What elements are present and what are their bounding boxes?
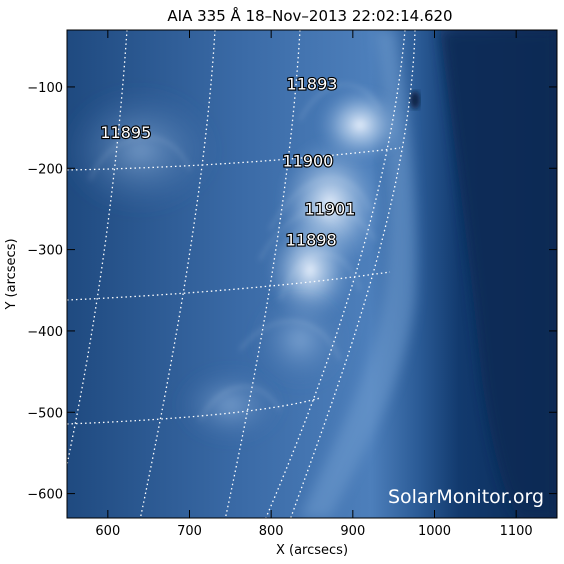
active-region-label: 11895 [100, 123, 151, 142]
active-region-labels: 11893 11895 11900 11901 11898 [99, 73, 356, 250]
x-tick-label: 600 [95, 524, 120, 539]
watermark: SolarMonitor.org [388, 486, 544, 508]
active-region-label: 11900 [282, 152, 333, 171]
active-region-label: 11898 [286, 231, 337, 250]
x-tick-label: 700 [177, 524, 202, 539]
diffuse-glow [250, 290, 350, 390]
y-tick-label: −400 [27, 325, 63, 340]
plot-frame [66, 29, 558, 519]
active-region-label: 11901 [305, 200, 356, 219]
bright-core [315, 85, 405, 165]
grid-latitude-line [67, 271, 391, 301]
limb-glow [300, 30, 417, 518]
x-axis: 600 700 800 900 1000 1100 [95, 30, 533, 539]
off-limb-region [440, 30, 557, 518]
x-axis-label: X (arcsecs) [276, 543, 348, 558]
diffuse-glow [175, 365, 285, 445]
image-title: AIA 335 Å 18–Nov–2013 22:02:14.620 [167, 6, 452, 25]
grid-longitude-line [139, 30, 216, 518]
y-axis: −100 −200 −300 −400 −500 −600 [27, 81, 557, 503]
diffuse-glow [67, 85, 220, 215]
x-tick-label: 1100 [500, 524, 533, 539]
grid-longitude-line [265, 30, 406, 518]
grid-latitude-line [67, 147, 401, 171]
y-tick-label: −300 [27, 244, 63, 259]
plot-area: 11893 11895 11900 11901 11898 SolarMonitor.o… [67, 30, 557, 518]
coronal-loops [89, 83, 381, 421]
y-axis-label: Y (arcsecs) [4, 238, 19, 310]
x-tick-label: 800 [259, 524, 284, 539]
y-tick-label: −600 [27, 488, 63, 503]
heliographic-grid [67, 30, 416, 518]
dark-feature [410, 91, 420, 109]
x-tick-label: 1000 [418, 524, 451, 539]
y-tick-label: −500 [27, 406, 63, 421]
active-region-label: 11893 [287, 74, 338, 93]
x-tick-label: 900 [340, 524, 365, 539]
y-tick-label: −100 [27, 81, 63, 96]
y-tick-label: −200 [27, 162, 63, 177]
